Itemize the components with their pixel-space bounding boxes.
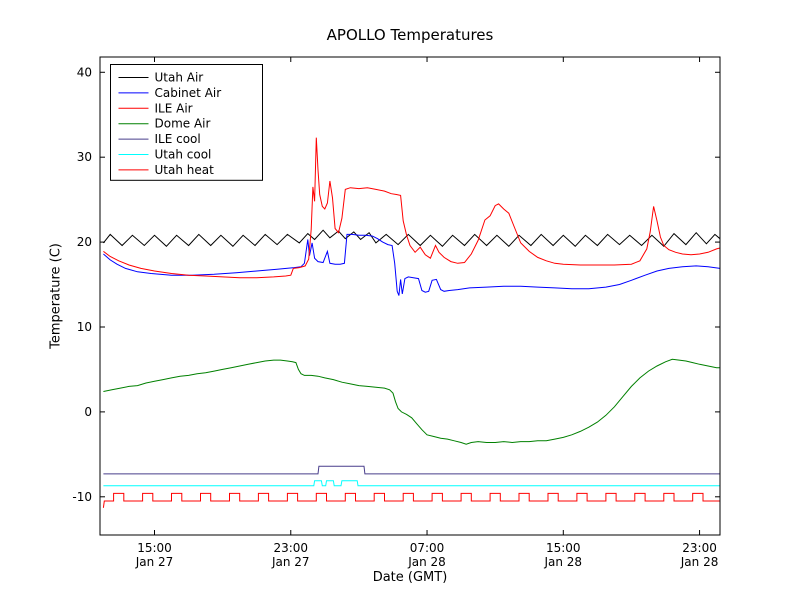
x-tick-date-label: Jan 28	[543, 555, 582, 569]
y-tick-label: 20	[77, 235, 92, 249]
series-group	[102, 137, 720, 508]
x-tick-time-label: 23:00	[682, 541, 717, 555]
y-tick-label: 0	[84, 405, 92, 419]
legend-label: Utah cool	[155, 148, 212, 162]
x-tick-time-label: 15:00	[546, 541, 581, 555]
legend-label: ILE Air	[155, 101, 193, 115]
x-tick-date-label: Jan 28	[680, 555, 719, 569]
x-tick-time-label: 07:00	[410, 541, 445, 555]
x-axis-label: Date (GMT)	[372, 570, 448, 585]
x-tick-date-label: Jan 28	[407, 555, 446, 569]
axes-ticks	[100, 57, 720, 535]
series-line-ile-air	[103, 137, 720, 279]
legend-label: ILE cool	[155, 132, 201, 146]
chart-title: APOLLO Temperatures	[326, 26, 494, 44]
x-tick-date-label: Jan 27	[135, 555, 174, 569]
legend-box	[110, 64, 263, 181]
series-line-utah-cool	[103, 480, 720, 487]
legend-label: Utah Air	[155, 71, 204, 85]
x-tick-date-label: Jan 27	[271, 555, 310, 569]
y-tick-label: 40	[77, 65, 92, 79]
legend-label: Cabinet Air	[155, 86, 222, 100]
series-line-ile-cool	[103, 465, 720, 475]
series-line-utah-heat	[102, 492, 720, 508]
x-tick-time-label: 23:00	[273, 541, 308, 555]
series-line-cabinet-air	[103, 233, 720, 296]
x-tick-time-label: 15:00	[137, 541, 172, 555]
y-tick-label: 10	[77, 320, 92, 334]
y-tick-label: 30	[77, 150, 92, 164]
series-line-utah-air	[103, 229, 720, 248]
series-line-dome-air	[103, 358, 720, 445]
legend-label: Dome Air	[155, 117, 211, 131]
legend-label: Utah heat	[155, 163, 215, 177]
plot-frame	[99, 56, 721, 536]
y-tick-label: -10	[72, 490, 92, 504]
